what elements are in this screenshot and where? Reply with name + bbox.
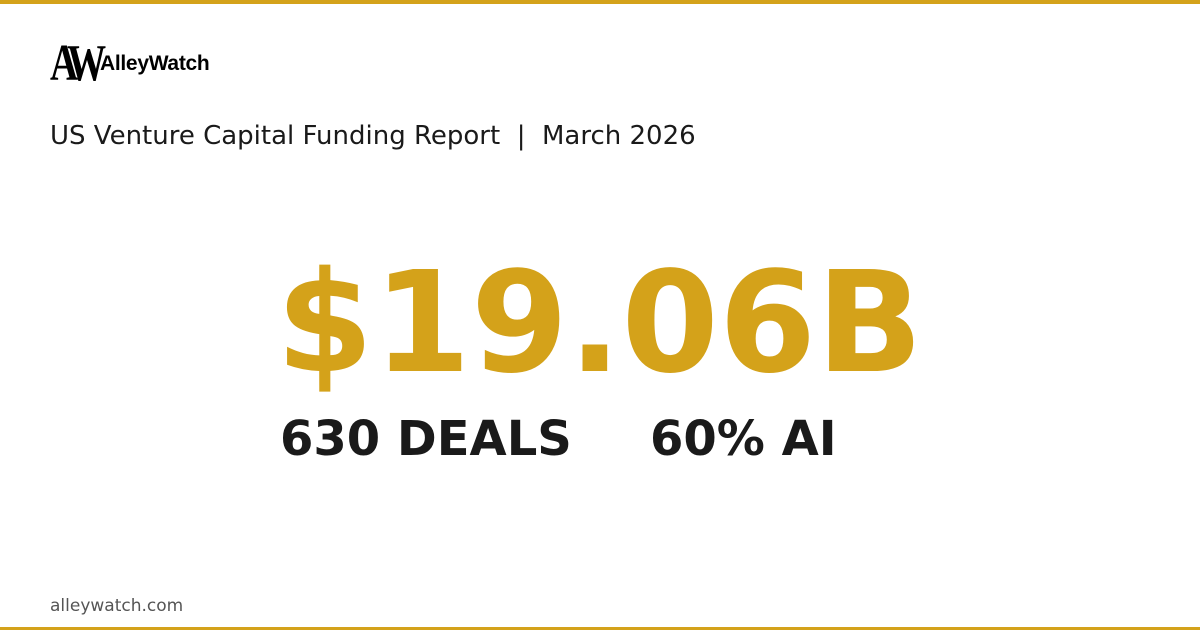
alleywatch-logo: AW AlleyWatch (50, 35, 210, 92)
bottom-accent-bar (0, 627, 1200, 630)
logo-mark: AW (50, 35, 106, 92)
ai-share: 60% AI (650, 411, 837, 467)
deals-count: 630 DEALS (280, 411, 572, 467)
top-accent-bar (0, 0, 1200, 4)
footer-url: alleywatch.com (50, 596, 184, 616)
logo-name: AlleyWatch (100, 52, 210, 75)
report-title: US Venture Capital Funding Report | Marc… (50, 121, 696, 151)
headline-amount: $19.06B (276, 242, 923, 405)
